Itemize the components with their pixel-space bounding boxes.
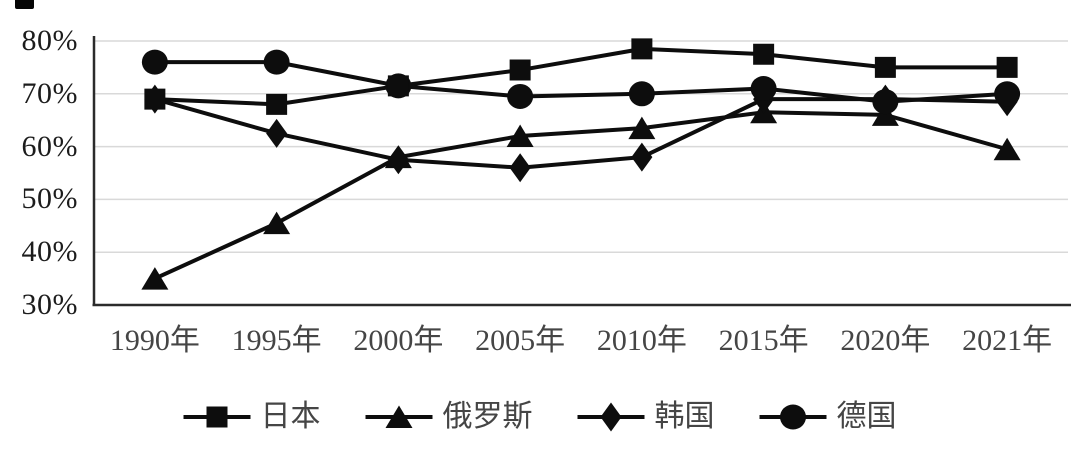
cropped-text-artifact-mark — [15, 0, 34, 9]
legend-item-square: 日本 — [183, 400, 321, 434]
marker-diamond-icon — [509, 153, 531, 183]
marker-square-icon — [874, 56, 896, 78]
y-axis-tick-label: 70% — [21, 76, 78, 110]
marker-square-icon — [144, 88, 166, 110]
marker-square-icon — [631, 38, 653, 60]
marker-triangle-icon — [141, 267, 169, 290]
marker-triangle-icon — [628, 116, 656, 140]
y-axis-tick-label: 80% — [21, 24, 78, 57]
legend-key-square — [183, 406, 251, 428]
chart-legend: 日本 俄罗斯 韩国 德国 — [183, 400, 897, 434]
marker-circle-icon — [141, 49, 168, 75]
y-axis-tick-label: 60% — [21, 129, 78, 163]
y-axis-tick-label: 40% — [21, 235, 78, 269]
marker-triangle-icon — [993, 137, 1021, 161]
legend-label: 日本 — [260, 400, 321, 433]
marker-diamond-icon — [631, 142, 653, 172]
x-axis-tick-label: 1990年 — [109, 324, 200, 357]
marker-square-icon — [206, 406, 228, 428]
marker-diamond-icon — [600, 402, 622, 432]
marker-diamond-icon — [266, 118, 288, 148]
marker-square-icon — [387, 75, 409, 97]
x-axis-tick-label: 1995年 — [231, 324, 322, 357]
x-axis-tick-label: 2000年 — [353, 324, 444, 357]
marker-circle-icon — [750, 76, 777, 102]
marker-triangle-icon — [263, 211, 291, 235]
marker-triangle-icon — [506, 124, 534, 148]
marker-square-icon — [266, 93, 288, 115]
x-axis-tick-label: 2015年 — [718, 324, 809, 357]
series-line — [154, 60, 1008, 104]
x-axis-tick-label: 2021年 — [962, 324, 1053, 357]
x-axis: 1990年 1995年 2000年 2005年 2010年 2015年 2020年 2021年 — [0, 324, 1080, 360]
marker-triangle-icon — [871, 103, 899, 126]
y-axis-tick-label: 30% — [21, 288, 78, 321]
legend-key-diamond — [577, 402, 645, 432]
legend-item-diamond: 韩国 — [577, 400, 715, 434]
marker-circle-icon — [628, 81, 655, 107]
marker-square-icon — [509, 59, 531, 81]
series-line — [154, 46, 1008, 107]
y-axis-tick-label: 50% — [21, 182, 78, 216]
series-line — [154, 110, 1008, 281]
marker-circle-icon — [263, 49, 290, 75]
marker-circle-icon — [872, 89, 899, 115]
legend-item-circle: 德国 — [759, 400, 897, 434]
marker-triangle-icon — [385, 405, 413, 428]
marker-circle-icon — [507, 83, 534, 109]
marker-circle-icon — [994, 81, 1021, 107]
marker-square-icon — [753, 43, 775, 65]
legend-label: 韩国 — [654, 400, 715, 433]
legend-label: 德国 — [836, 400, 897, 433]
legend-label: 俄罗斯 — [442, 400, 533, 433]
x-axis-tick-label: 2005年 — [475, 324, 566, 357]
x-axis-tick-label: 2020年 — [840, 324, 931, 357]
legend-item-triangle: 俄罗斯 — [365, 400, 533, 434]
marker-diamond-icon — [387, 145, 409, 175]
legend-key-circle — [759, 404, 827, 430]
marker-circle-icon — [780, 404, 806, 430]
x-axis-tick-label: 2010年 — [596, 324, 687, 357]
legend-key-triangle — [365, 405, 433, 428]
marker-square-icon — [996, 56, 1018, 78]
